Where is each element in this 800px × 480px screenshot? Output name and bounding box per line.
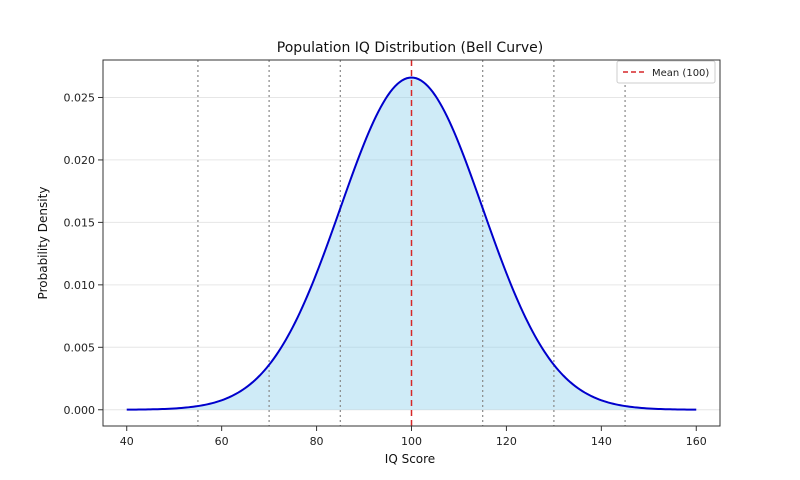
x-tick-label-3: 100 [401, 435, 422, 448]
x-tick-label-4: 120 [496, 435, 517, 448]
y-tick-label-2: 0.010 [64, 279, 96, 292]
legend: Mean (100) [616, 60, 716, 84]
x-axis-label: IQ Score [385, 452, 435, 466]
y-axis-label: Probability Density [36, 187, 50, 300]
x-tick-label-2: 80 [310, 435, 324, 448]
y-tick-label-4: 0.020 [64, 154, 96, 167]
legend-box [616, 60, 716, 84]
y-tick-label-1: 0.005 [64, 341, 96, 354]
y-tick-label-5: 0.025 [64, 91, 96, 104]
y-tick-label-0: 0.000 [64, 404, 96, 417]
y-axis-ticks: 0.000 0.005 0.010 0.015 0.020 0.025 [64, 91, 103, 417]
x-tick-label-6: 160 [686, 435, 707, 448]
chart-title: Population IQ Distribution (Bell Curve) [277, 40, 543, 56]
x-tick-label-5: 140 [591, 435, 612, 448]
density-curve [126, 76, 697, 411]
x-tick-label-1: 60 [215, 435, 229, 448]
x-tick-label-0: 40 [120, 435, 134, 448]
x-axis-ticks: 40 60 80 100 120 140 160 [120, 426, 707, 448]
legend-mean-label: Mean (100) [652, 68, 709, 79]
curve-layer [126, 76, 697, 411]
y-tick-label-3: 0.015 [64, 216, 96, 229]
